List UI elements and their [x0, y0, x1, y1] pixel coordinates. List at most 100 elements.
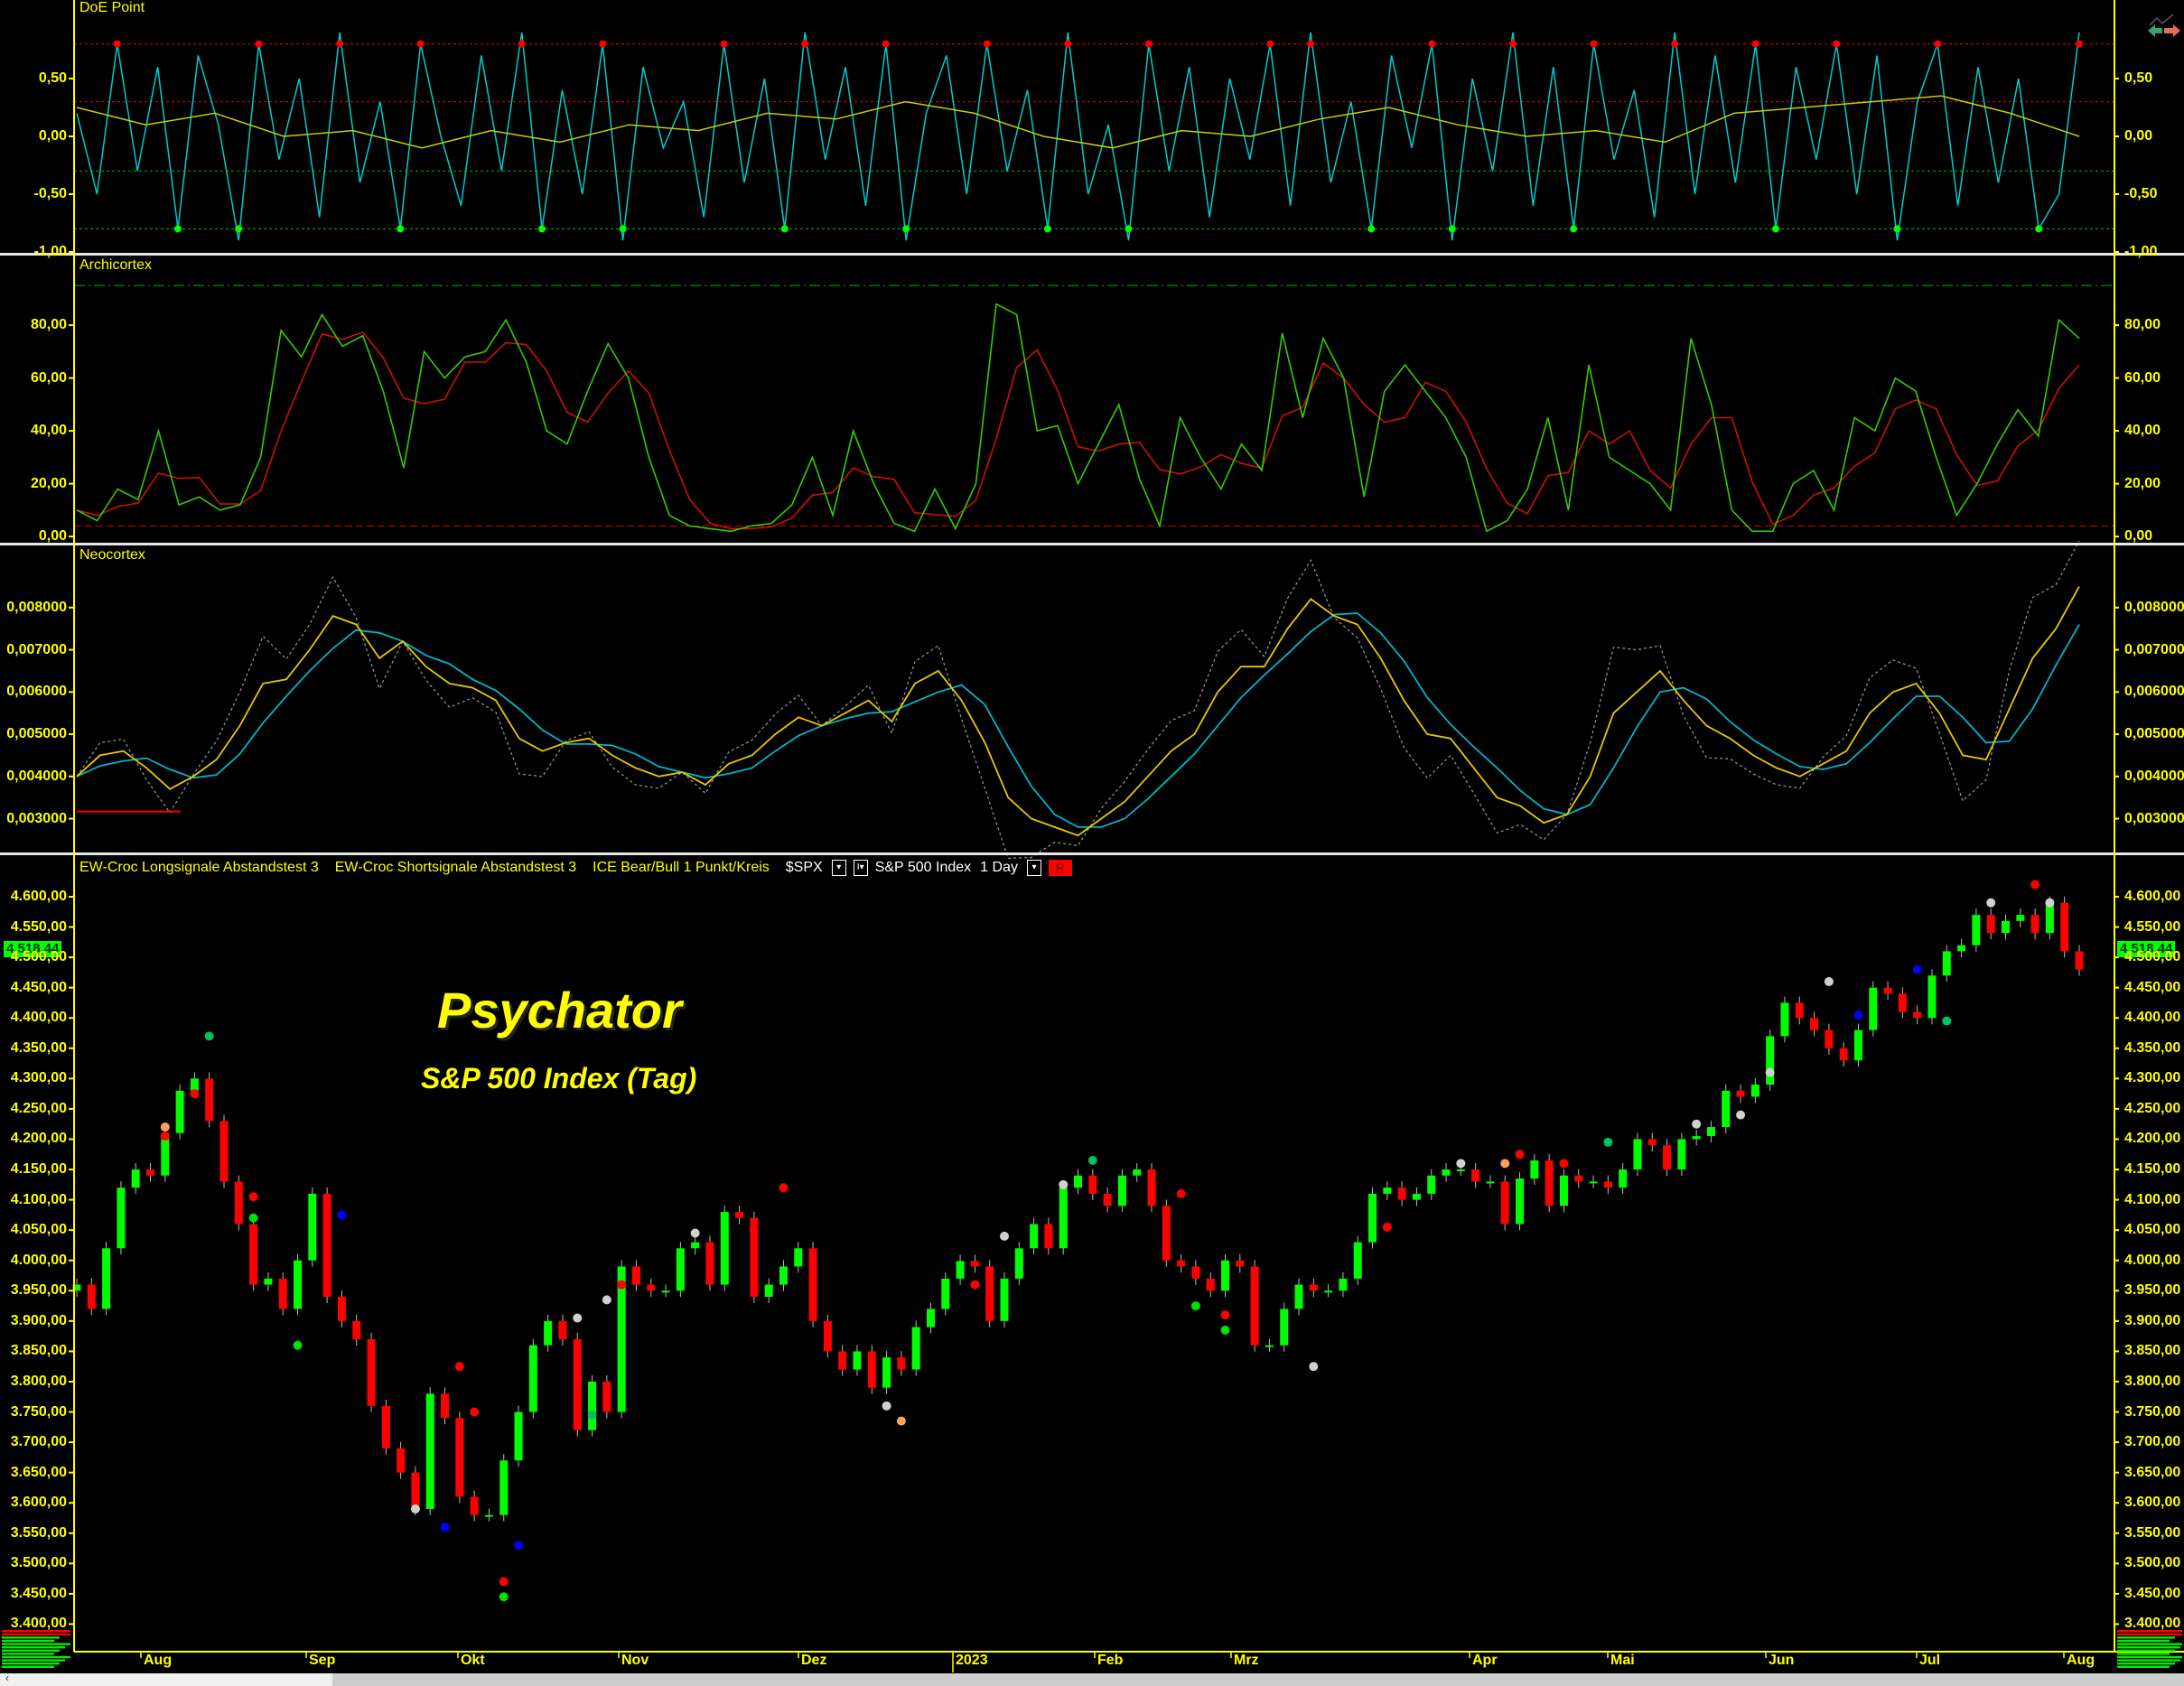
candle-body: [1589, 1181, 1598, 1184]
signal-dot: [1220, 1325, 1230, 1335]
y-tick-label: 4.200,00: [10, 1131, 67, 1147]
candle-body: [441, 1393, 450, 1419]
y-tick-label: 4.450,00: [2124, 979, 2181, 995]
y-tick-label: -0,50: [2124, 186, 2158, 201]
y-tick-label: 4.450,00: [10, 979, 67, 995]
overlay-title: Psychator: [437, 982, 682, 1039]
candle-body: [838, 1351, 847, 1370]
panel-separator[interactable]: [0, 253, 2184, 256]
volume-profile-bar: [2117, 1639, 2170, 1643]
candle-body: [1972, 915, 1981, 945]
candle-body: [558, 1320, 567, 1339]
legend-short-signals[interactable]: EW-Croc Shortsignale Abstandstest 3: [334, 860, 577, 875]
candle-body: [1766, 1036, 1775, 1085]
candle-body: [1177, 1260, 1186, 1267]
doe-high-dot: [1590, 40, 1598, 48]
candle-body: [1603, 1181, 1612, 1188]
candle-body: [1559, 1175, 1568, 1206]
y-tick-label: 0,003000: [2124, 810, 2184, 826]
candle-body: [1750, 1085, 1759, 1097]
candle-body: [425, 1393, 434, 1509]
doe-high-dot: [255, 40, 263, 48]
x-tick-label: Nov: [621, 1653, 649, 1668]
candle-body: [278, 1278, 287, 1309]
y-tick-label: 3.700,00: [10, 1434, 67, 1450]
panel-separator[interactable]: [0, 852, 2184, 855]
candle-body: [970, 1261, 979, 1267]
candle-body: [1280, 1309, 1289, 1346]
y-tick-label: 0,007000: [2124, 641, 2184, 657]
x-tick-label: 2023: [956, 1653, 988, 1668]
candle-body: [1692, 1136, 1701, 1140]
candle-body: [1825, 1029, 1834, 1048]
x-tick-label: Mai: [1610, 1653, 1635, 1668]
scroll-arrows-icon[interactable]: [2146, 13, 2182, 40]
candle-body: [1780, 1002, 1789, 1037]
symbol-label[interactable]: $SPX: [785, 860, 823, 875]
candle-body: [1736, 1090, 1745, 1097]
candle-body: [2030, 915, 2039, 934]
candle-body: [411, 1472, 420, 1509]
y-tick-label: 3.600,00: [10, 1495, 67, 1511]
volume-profile-bar: [2, 1663, 60, 1665]
doe-high-dot: [1671, 40, 1679, 48]
candle-body: [1853, 1029, 1862, 1061]
candle-body: [1059, 1188, 1068, 1249]
candle-body: [1294, 1284, 1303, 1309]
x-tick-label: Sep: [309, 1653, 336, 1668]
candle-body: [455, 1418, 464, 1497]
y-tick-label: 4.300,00: [2124, 1070, 2181, 1086]
legend-long-signals[interactable]: EW-Croc Longsignale Abstandstest 3: [79, 860, 319, 875]
signal-dot: [499, 1577, 509, 1587]
doe-high-dot: [801, 40, 809, 48]
doe-high-dot: [1508, 40, 1517, 48]
y-tick-label: 3.450,00: [10, 1585, 67, 1601]
scrollbar-track-left[interactable]: [0, 1673, 332, 1686]
doe-high-dot: [1064, 40, 1072, 48]
y-tick-label: 4.250,00: [2124, 1100, 2181, 1116]
volume-profile-mini: [2117, 1630, 2182, 1668]
signal-dot: [896, 1416, 906, 1426]
chevron-down-icon[interactable]: ▾: [831, 860, 846, 876]
y-tick-label: 3.900,00: [10, 1312, 67, 1328]
candle-body: [1545, 1160, 1554, 1206]
signal-dot: [160, 1122, 170, 1132]
signal-dot: [779, 1183, 789, 1193]
signal-dot: [470, 1407, 480, 1417]
volume-profile-bar: [2, 1659, 65, 1662]
candle-body: [1839, 1048, 1848, 1061]
candle-body: [1898, 993, 1907, 1012]
y-tick-label: 4.050,00: [10, 1222, 67, 1238]
y-tick-label: 4.550,00: [2124, 918, 2181, 935]
candle-body: [882, 1357, 891, 1388]
signal-dot: [160, 1132, 170, 1141]
candle-body: [1574, 1175, 1583, 1182]
interval-label[interactable]: 1 Day: [980, 860, 1018, 875]
y-tick-label: 60,00: [30, 369, 67, 386]
volume-profile-bar: [2117, 1630, 2182, 1633]
y-tick-label: 4.300,00: [10, 1070, 67, 1086]
y-tick-label: 20,00: [2124, 475, 2161, 491]
chevron-down-icon[interactable]: ▾: [1026, 860, 1041, 876]
r-button[interactable]: R: [1048, 860, 1072, 876]
candle-body: [779, 1266, 788, 1285]
scroll-left-icon[interactable]: ‹: [5, 1672, 9, 1684]
y-tick-label: 4.400,00: [10, 1010, 67, 1026]
y-tick-label: 80,00: [2124, 317, 2161, 333]
candle-body: [1191, 1266, 1200, 1279]
doe-high-dot: [1266, 40, 1274, 48]
horizontal-scrollbar[interactable]: ‹: [0, 1672, 2184, 1686]
signal-dot: [1765, 1067, 1775, 1077]
candle-body: [1250, 1266, 1259, 1346]
indicator-dropdown-icon[interactable]: I▾: [853, 860, 868, 876]
signal-dot: [1736, 1110, 1746, 1120]
panel-separator[interactable]: [0, 543, 2184, 545]
doe-low-dot: [1772, 225, 1780, 233]
y-tick-label: 20,00: [30, 475, 67, 491]
y-tick-label: 0,006000: [6, 684, 67, 700]
y-tick-label: 3.950,00: [2124, 1282, 2181, 1299]
y-tick-label: 3.850,00: [10, 1343, 67, 1359]
legend-ice-bear-bull[interactable]: ICE Bear/Bull 1 Punkt/Kreis: [593, 860, 770, 875]
